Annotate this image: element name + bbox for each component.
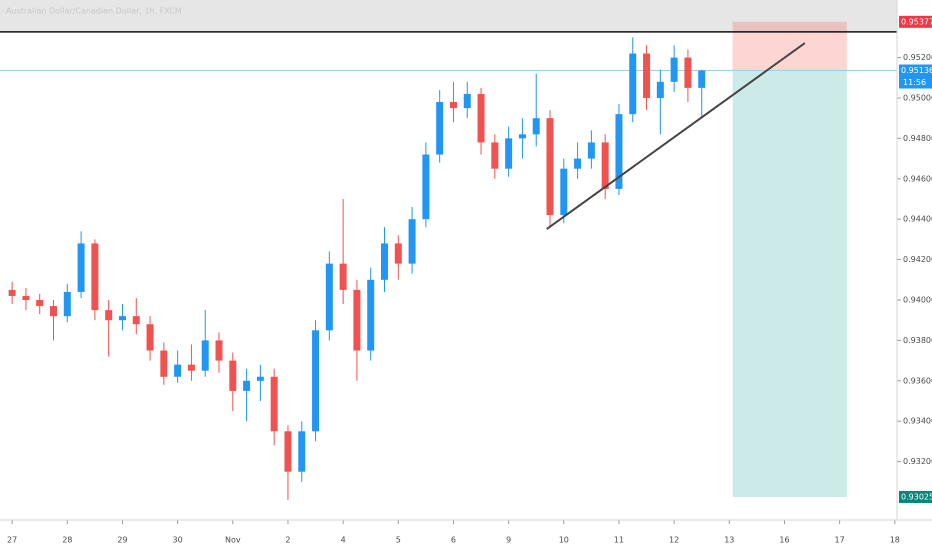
- candle-body: [491, 142, 499, 169]
- candle-body: [477, 93, 485, 143]
- x-tick-label: 29: [117, 536, 127, 545]
- candle-body: [629, 53, 637, 115]
- stop-zone: [732, 21, 847, 71]
- candle-body: [22, 295, 30, 300]
- x-tick-label: 6: [451, 536, 456, 545]
- x-tick-label: 18: [890, 536, 900, 545]
- candle-body: [574, 158, 582, 169]
- x-tick-label: 11: [614, 536, 624, 545]
- y-tick-label: 0.95200: [903, 53, 932, 62]
- current-price-label-bg: [899, 64, 932, 77]
- candle-body: [560, 168, 568, 216]
- candle-body: [36, 300, 44, 307]
- candle-body: [8, 289, 16, 296]
- candle-body: [656, 81, 664, 98]
- candle-body: [91, 243, 99, 311]
- candle-body: [298, 431, 306, 472]
- candle-body: [243, 380, 251, 391]
- x-tick-label: 16: [779, 536, 789, 545]
- candle-body: [312, 330, 320, 432]
- x-tick-label: 5: [396, 536, 401, 545]
- candle-body: [284, 431, 292, 472]
- current-price-label: 0.95136: [901, 66, 932, 75]
- candle-body: [615, 114, 623, 189]
- x-tick-label: 17: [835, 536, 845, 545]
- x-tick-label: 28: [62, 536, 72, 545]
- candle-body: [325, 263, 333, 331]
- candle-body: [587, 142, 595, 159]
- target-zone: [732, 70, 847, 497]
- candle-body: [505, 138, 513, 169]
- x-tick-label: 10: [559, 536, 569, 545]
- resistance-zone: [0, 0, 897, 32]
- stop-label-bg: [899, 15, 932, 28]
- candle-body: [684, 57, 692, 88]
- candle-body: [270, 376, 278, 432]
- x-tick-label: 13: [724, 536, 734, 545]
- x-tick-label: 4: [341, 536, 346, 545]
- x-tick-label: 27: [7, 536, 17, 545]
- candle-body: [601, 142, 609, 189]
- candle-body: [381, 243, 389, 280]
- candle-body: [146, 324, 154, 351]
- x-tick-label: 12: [669, 536, 679, 545]
- countdown: 11:56: [903, 78, 926, 87]
- target-label-bg: [899, 490, 932, 503]
- candle-body: [339, 263, 347, 290]
- candle-body: [229, 360, 237, 391]
- stop-label: 0.95377: [901, 17, 932, 26]
- x-tick-label: 30: [173, 536, 183, 545]
- candle-body: [518, 134, 526, 139]
- candle-body: [367, 279, 375, 351]
- x-tick-label: Nov: [225, 536, 241, 545]
- candle-body: [670, 57, 678, 82]
- candle-body: [256, 376, 264, 381]
- candle-body: [187, 364, 195, 371]
- candle-body: [353, 289, 361, 351]
- countdown-bg: [899, 76, 932, 89]
- candle-body: [77, 243, 85, 292]
- candle-body: [698, 70, 706, 88]
- candle-body: [436, 102, 444, 155]
- candle-body: [160, 350, 168, 377]
- candle-body: [394, 243, 402, 264]
- chart-title: Australian Dollar/Canadian Dollar, 1h, F…: [6, 7, 182, 16]
- candle-body: [422, 154, 430, 220]
- candle-body: [174, 364, 182, 377]
- candle-body: [449, 102, 457, 109]
- candle-body: [546, 118, 554, 216]
- candle-body: [643, 53, 651, 98]
- target-label: 0.93025: [901, 492, 932, 501]
- candle-body: [408, 219, 416, 264]
- candle-body: [63, 291, 71, 317]
- candle-body: [132, 316, 140, 325]
- candle-body: [50, 306, 58, 317]
- trend-line: [546, 42, 806, 230]
- candle-body: [201, 340, 209, 371]
- candle-body: [105, 310, 113, 321]
- x-tick-label: 9: [506, 536, 511, 545]
- candle-body: [215, 340, 223, 361]
- candle-body: [463, 93, 471, 109]
- candle-body: [532, 118, 540, 135]
- candle-body: [118, 316, 126, 321]
- x-tick-label: 2: [285, 536, 290, 545]
